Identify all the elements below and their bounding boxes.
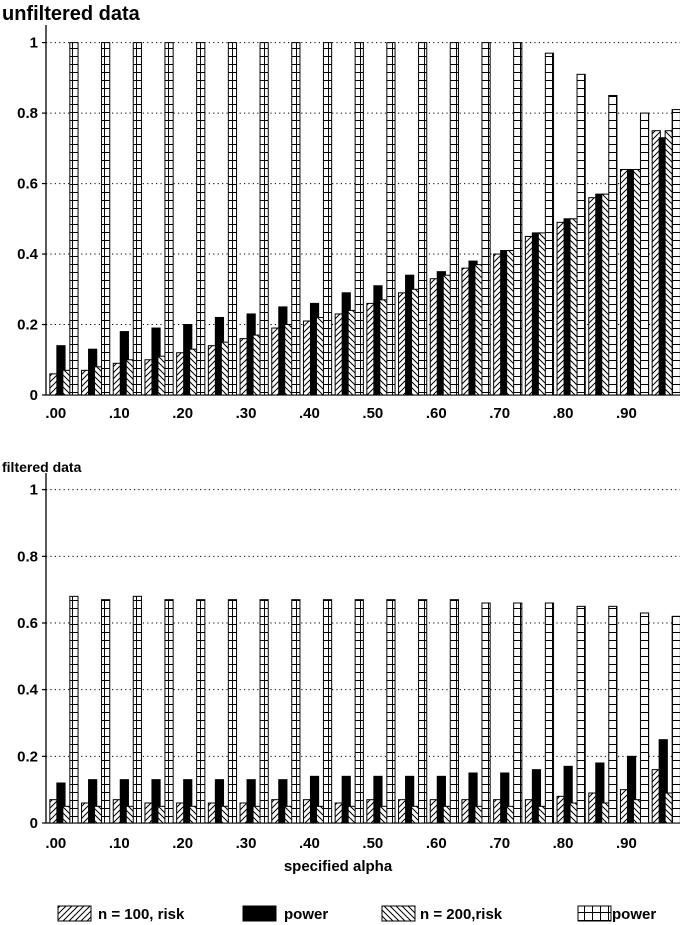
x-tick-label: .40: [299, 405, 320, 422]
legend-label-3: n = 200,risk: [420, 906, 503, 923]
legend-label-1: n = 100, risk: [98, 906, 185, 923]
bar-series-4: [260, 600, 268, 823]
legend-label-2: power: [284, 906, 328, 923]
bar-series-4: [133, 596, 141, 823]
bar-series-4: [323, 43, 331, 395]
bar-series-4: [672, 616, 680, 823]
legend-swatch-1: [58, 906, 91, 921]
bar-series-4: [545, 53, 553, 395]
bar-series-4: [70, 596, 78, 823]
y-tick-label: 0.8: [17, 105, 38, 122]
legend-swatch-3: [382, 906, 415, 921]
x-tick-label: .60: [426, 405, 447, 422]
x-tick-label: .70: [489, 835, 510, 852]
bar-series-4: [292, 43, 300, 395]
legend-swatch-4: [578, 906, 611, 921]
bar-series-4: [450, 600, 458, 823]
y-tick-label: 0.6: [17, 615, 38, 632]
bar-series-4: [577, 606, 585, 823]
legend-label-4: power: [612, 906, 656, 923]
bar-series-4: [450, 43, 458, 395]
x-tick-label: .10: [109, 835, 130, 852]
bar-series-4: [387, 43, 395, 395]
bar-series-4: [323, 600, 331, 823]
x-tick-label: .60: [426, 835, 447, 852]
bar-series-4: [514, 43, 522, 395]
y-tick-label: 0.8: [17, 548, 38, 565]
y-tick-label: 1: [30, 482, 38, 499]
bar-series-4: [609, 606, 617, 823]
bar-series-4: [514, 603, 522, 823]
bar-series-4: [355, 600, 363, 823]
bar-series-4: [165, 43, 173, 395]
y-tick-label: 1: [30, 35, 38, 52]
bar-series-4: [102, 43, 110, 395]
bar-series-4: [672, 110, 680, 395]
bar-series-4: [482, 43, 490, 395]
x-tick-label: .20: [172, 405, 193, 422]
bar-series-4: [640, 613, 648, 823]
x-tick-label: .00: [45, 405, 66, 422]
bar-series-4: [355, 43, 363, 395]
bar-series-4: [228, 43, 236, 395]
bar-series-4: [228, 600, 236, 823]
bar-series-4: [260, 43, 268, 395]
bar-series-4: [609, 95, 617, 395]
bar-series-4: [102, 600, 110, 823]
bar-series-4: [640, 113, 648, 395]
bar-series-4: [387, 600, 395, 823]
x-axis-label: specified alpha: [284, 858, 393, 875]
bar-series-4: [292, 600, 300, 823]
y-tick-label: 0: [30, 387, 38, 404]
x-tick-label: .30: [236, 405, 257, 422]
bar-series-4: [545, 603, 553, 823]
x-tick-label: .40: [299, 835, 320, 852]
x-tick-label: .00: [45, 835, 66, 852]
x-tick-label: .10: [109, 405, 130, 422]
y-tick-label: 0.2: [17, 748, 38, 765]
chart-title: filtered data: [2, 459, 82, 475]
bar-series-4: [197, 43, 205, 395]
x-tick-label: .80: [553, 405, 574, 422]
x-tick-label: .30: [236, 835, 257, 852]
y-tick-label: 0.2: [17, 317, 38, 334]
x-tick-label: .50: [362, 405, 383, 422]
chart-title: unfiltered data: [2, 3, 141, 25]
x-tick-label: .70: [489, 405, 510, 422]
bar-series-4: [133, 43, 141, 395]
y-tick-label: 0.4: [17, 246, 39, 263]
bar-series-4: [197, 600, 205, 823]
bar-series-4: [419, 43, 427, 395]
x-tick-label: .20: [172, 835, 193, 852]
legend: n = 100, risk power n = 200,risk power: [58, 906, 656, 923]
chart-panel-2: filtered data 0 0.2 0.4 0.6 0.8 1 .00 .10 .20 .30.…: [2, 459, 680, 875]
y-tick-label: 0.4: [17, 682, 39, 699]
chart-panel-1: unfiltered data 0 0.2 0.4 0.6 0.8 1 .00 .10 .20 .3…: [2, 3, 680, 422]
bar-series-4: [419, 600, 427, 823]
bar-series-4: [70, 43, 78, 395]
x-tick-label: .50: [362, 835, 383, 852]
bar-series-4: [482, 603, 490, 823]
y-tick-label: 0: [30, 815, 38, 832]
y-tick-label: 0.6: [17, 176, 38, 193]
x-tick-label: .90: [616, 405, 637, 422]
bar-series-4: [165, 600, 173, 823]
legend-swatch-2: [243, 906, 276, 921]
bar-series-4: [577, 74, 585, 395]
x-tick-label: .90: [616, 835, 637, 852]
x-tick-label: .80: [553, 835, 574, 852]
